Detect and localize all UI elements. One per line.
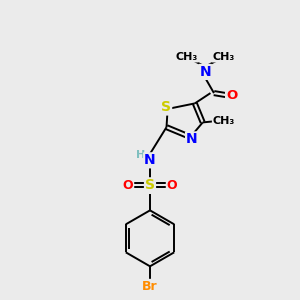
Text: O: O: [167, 179, 177, 192]
Text: Br: Br: [142, 280, 158, 293]
Text: CH₃: CH₃: [213, 116, 235, 126]
Text: S: S: [161, 100, 171, 115]
Text: S: S: [145, 178, 155, 192]
Text: CH₃: CH₃: [212, 52, 235, 61]
Text: O: O: [226, 89, 237, 102]
Text: N: N: [144, 153, 156, 167]
Text: H: H: [136, 150, 145, 160]
Text: CH₃: CH₃: [176, 52, 198, 61]
Text: O: O: [123, 179, 133, 192]
Text: N: N: [186, 132, 198, 146]
Text: N: N: [199, 65, 211, 79]
